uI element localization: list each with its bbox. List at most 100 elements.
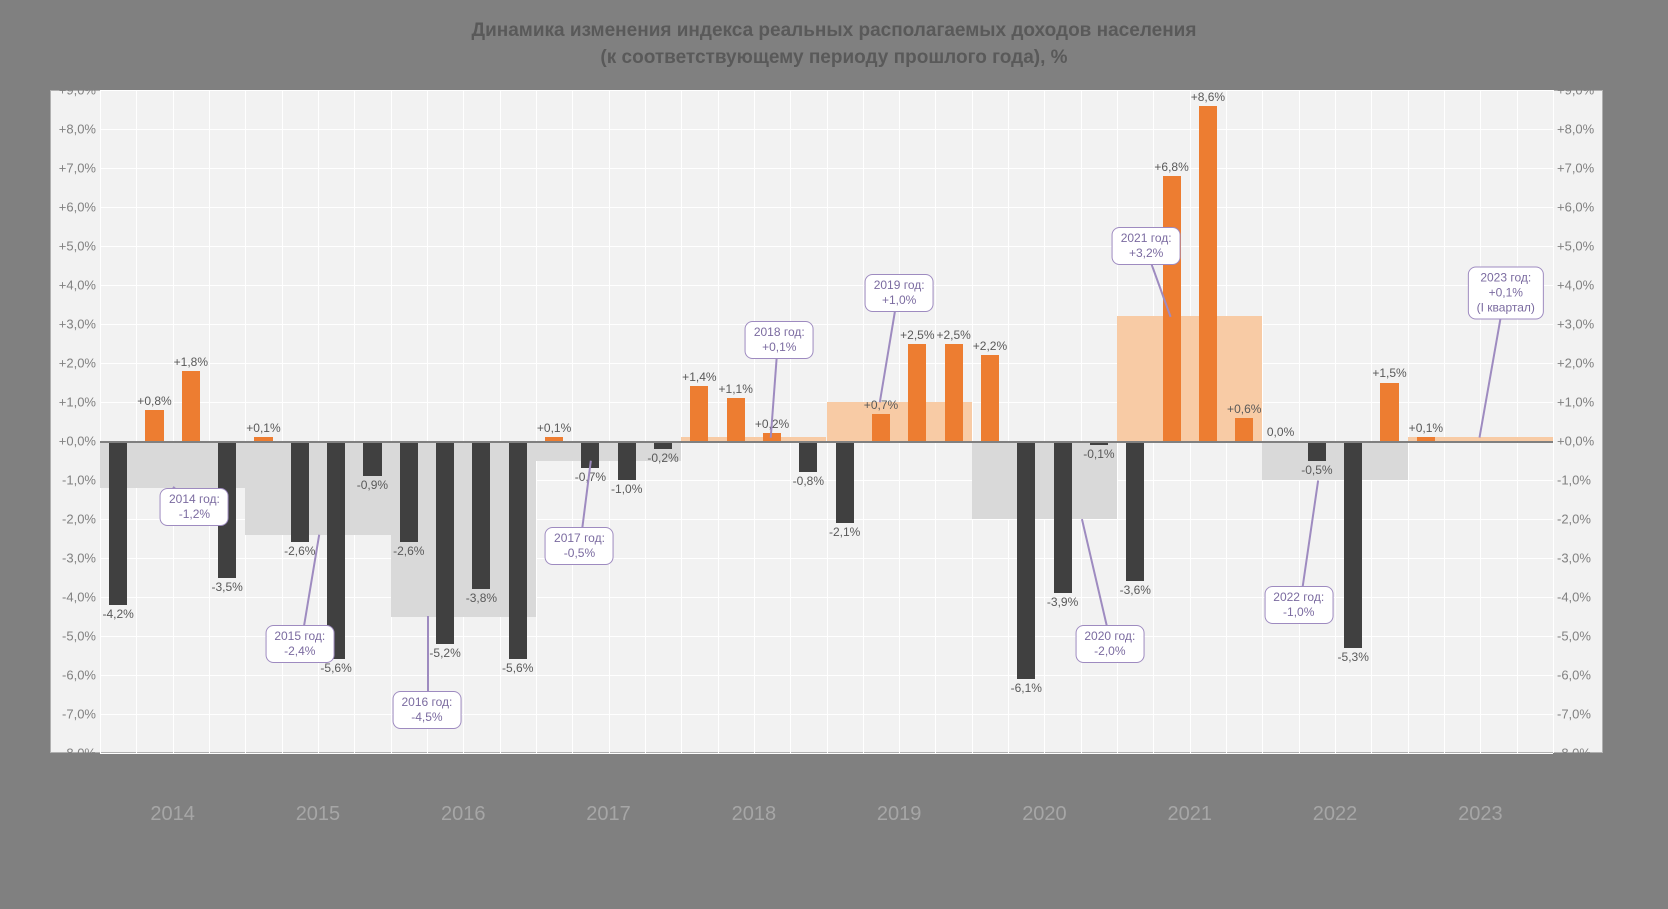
bar-value-label: -4,2%: [102, 607, 133, 621]
y-tick-left: +9,0%: [59, 83, 96, 98]
quarter-bar: [763, 433, 781, 441]
bar-value-label: +1,8%: [174, 355, 208, 369]
y-tick-left: +7,0%: [59, 161, 96, 176]
quarter-x-label: Iкв.: [837, 761, 853, 795]
year-x-label: 2015: [296, 803, 341, 826]
bar-value-label: -0,5%: [1301, 463, 1332, 477]
y-tick-left: +2,0%: [59, 356, 96, 371]
quarter-x-label: IIIкв.: [1200, 761, 1216, 795]
quarter-x-label: IIIкв.: [328, 761, 344, 795]
quarter-bar: [363, 441, 381, 476]
quarter-bar: [1235, 418, 1253, 441]
year-callout: 2015 год:-2,4%: [265, 625, 334, 663]
bar-value-label: -0,8%: [793, 474, 824, 488]
quarter-bar: [509, 441, 527, 659]
quarter-x-label: IIIкв.: [619, 761, 635, 795]
year-callout: 2023 год:+0,1%(I квартал): [1468, 266, 1544, 319]
quarter-x-label: IIIкв.: [1055, 761, 1071, 795]
year-x-label: 2022: [1313, 803, 1358, 826]
chart-container: Динамика изменения индекса реальных расп…: [0, 0, 1668, 873]
quarter-x-label: IVкв.: [364, 761, 380, 795]
quarter-bar: [799, 441, 817, 472]
quarter-x-label: IIкв.: [1018, 761, 1034, 795]
year-band: [100, 90, 245, 753]
quarter-x-label: IIкв.: [292, 761, 308, 795]
y-tick-right: +2,0%: [1557, 356, 1594, 371]
bar-value-label: -0,2%: [647, 451, 678, 465]
quarter-x-label: IVкв.: [655, 761, 671, 795]
bar-value-label: +2,5%: [936, 327, 970, 341]
y-tick-left: +1,0%: [59, 395, 96, 410]
y-tick-left: +6,0%: [59, 200, 96, 215]
gridline-v: [1553, 90, 1554, 753]
bar-value-label: -3,9%: [1047, 595, 1078, 609]
quarter-x-label: IVкв.: [1381, 761, 1397, 795]
year-callout: 2020 год:-2,0%: [1075, 625, 1144, 663]
quarter-x-label: IIкв.: [437, 761, 453, 795]
year-x-label: 2018: [732, 803, 777, 826]
y-tick-right: +7,0%: [1557, 161, 1594, 176]
quarter-x-label: IIIкв.: [909, 761, 925, 795]
quarter-bar: [690, 386, 708, 441]
y-tick-right: -8,0%: [1557, 746, 1591, 761]
year-callout: 2022 год:-1,0%: [1264, 586, 1333, 624]
quarter-x-label: IVкв.: [510, 761, 526, 795]
bar-value-label: -5,2%: [429, 646, 460, 660]
quarter-x-label: IVкв.: [219, 761, 235, 795]
y-tick-right: +4,0%: [1557, 278, 1594, 293]
quarter-bar: [291, 441, 309, 542]
bar-value-label: +0,1%: [537, 421, 571, 435]
quarter-bar: [872, 414, 890, 441]
quarter-bar: [145, 410, 163, 441]
bar-value-label: +0,1%: [246, 421, 280, 435]
quarter-x-label: IIкв.: [1309, 761, 1325, 795]
chart-title: Динамика изменения индекса реальных расп…: [0, 18, 1668, 71]
y-tick-right: -3,0%: [1557, 551, 1591, 566]
quarter-x-label: Iкв.: [982, 761, 998, 795]
y-tick-left: -3,0%: [62, 551, 96, 566]
zero-axis: [100, 441, 1553, 443]
quarter-x-label: Iкв.: [546, 761, 562, 795]
quarter-bar: [1380, 383, 1398, 442]
quarter-x-label: Iкв.: [401, 761, 417, 795]
y-tick-left: +5,0%: [59, 239, 96, 254]
y-tick-right: +0,0%: [1557, 434, 1594, 449]
y-axis-left: -8,0%-7,0%-6,0%-5,0%-4,0%-3,0%-2,0%-1,0%…: [50, 90, 100, 753]
quarter-x-label: IIкв.: [146, 761, 162, 795]
quarter-x-label: IIIкв.: [183, 761, 199, 795]
y-tick-right: -7,0%: [1557, 707, 1591, 722]
title-line2: (к соответствующему периоду прошлого год…: [600, 47, 1067, 68]
gridline-h: [100, 753, 1553, 754]
year-callout: 2019 год:+1,0%: [865, 274, 934, 312]
y-tick-left: -5,0%: [62, 629, 96, 644]
bar-value-label: -3,5%: [211, 580, 242, 594]
plot-area: -4,2%+0,8%+1,8%-3,5%+0,1%-2,6%-5,6%-0,9%…: [100, 90, 1553, 753]
quarter-x-label: Iкв.: [691, 761, 707, 795]
quarter-bar: [1199, 106, 1217, 441]
year-callout: 2016 год:-4,5%: [392, 691, 461, 729]
quarter-bar: [1054, 441, 1072, 593]
bar-value-label: -2,6%: [393, 544, 424, 558]
bar-value-label: -6,1%: [1011, 681, 1042, 695]
quarter-bar: [727, 398, 745, 441]
y-tick-right: -6,0%: [1557, 667, 1591, 682]
quarter-bar: [182, 371, 200, 441]
quarter-x-label: IIкв.: [582, 761, 598, 795]
bar-value-label: -5,3%: [1338, 650, 1369, 664]
y-tick-right: +1,0%: [1557, 395, 1594, 410]
quarter-bar: [618, 441, 636, 480]
bar-value-label: +0,8%: [137, 394, 171, 408]
y-tick-right: -1,0%: [1557, 473, 1591, 488]
bar-value-label: +6,8%: [1154, 160, 1188, 174]
quarter-bar: [1163, 176, 1181, 441]
year-x-label: 2020: [1022, 803, 1067, 826]
bar-value-label: -0,1%: [1083, 447, 1114, 461]
year-x-label: 2023: [1458, 803, 1503, 826]
bar-value-label: -3,6%: [1120, 583, 1151, 597]
bar-value-label: +2,2%: [973, 339, 1007, 353]
quarter-x-label: IVкв.: [800, 761, 816, 795]
title-line1: Динамика изменения индекса реальных расп…: [472, 20, 1197, 41]
quarter-bar: [981, 355, 999, 441]
bar-value-label: +1,1%: [719, 382, 753, 396]
quarter-bar: [1017, 441, 1035, 679]
